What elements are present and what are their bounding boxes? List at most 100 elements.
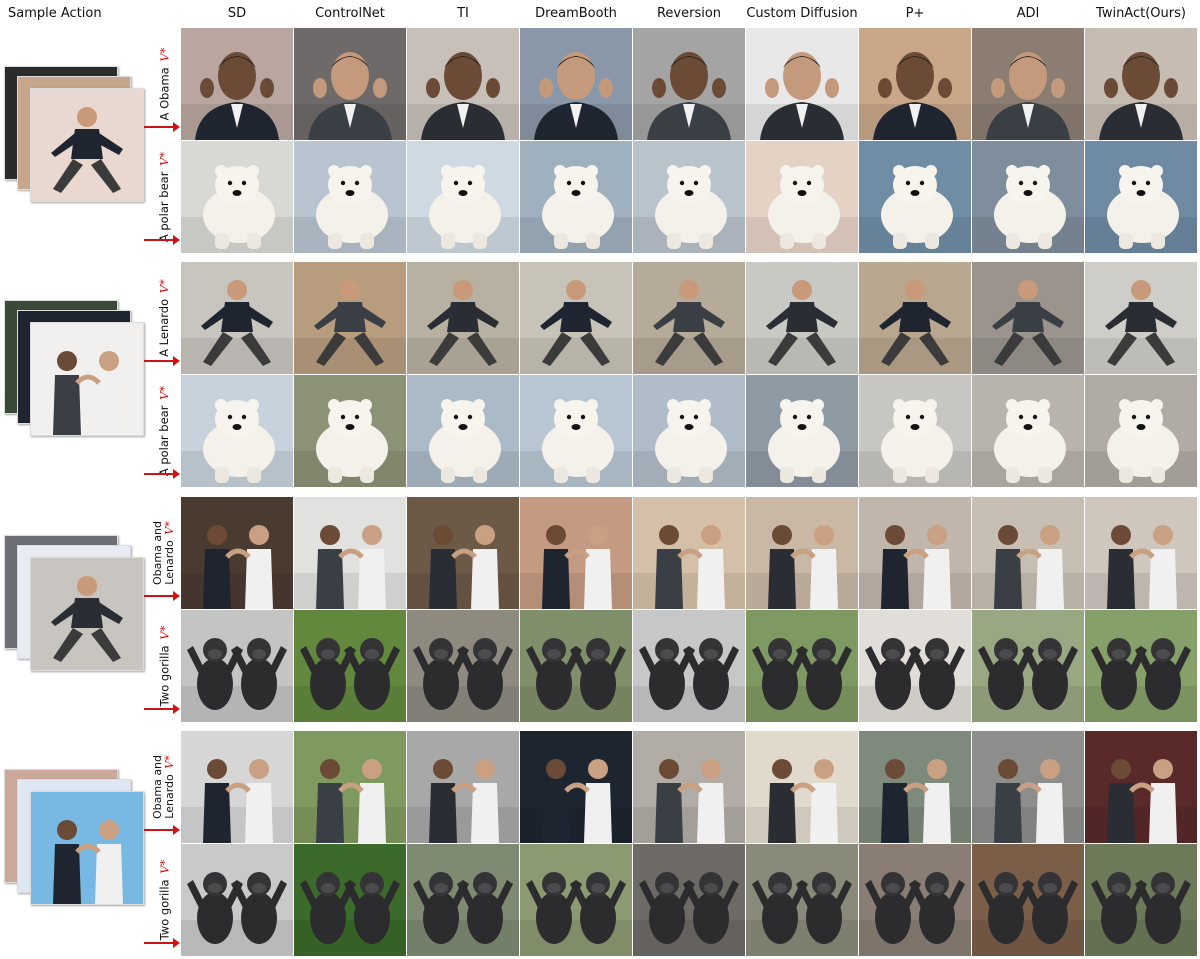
column-header-reversion: Reversion [656,6,722,21]
generated-image-controlnet [294,731,406,843]
generated-image-reversion [633,844,745,956]
generated-image-controlnet [294,262,406,374]
generated-image-adi [972,731,1084,843]
red-arrow-icon [144,825,180,835]
generated-image-reversion [633,610,745,722]
generated-image-adi [972,610,1084,722]
red-arrow-icon [144,591,180,601]
generated-image-dreambooth [520,844,632,956]
generated-image-adi [972,844,1084,956]
generated-image-sd [181,375,293,487]
generated-image-adi [972,375,1084,487]
example-group-3: Obama and Lenardo V* Two gorilla V* [0,497,1200,722]
generated-image-dreambooth [520,28,632,140]
generated-image-sd [181,262,293,374]
generated-image-twinact-ours [1085,731,1197,843]
column-header-adi: ADI [1016,6,1040,21]
generated-image-custom-diffusion [746,610,858,722]
row-prompt-text: A Lenardo [157,295,171,357]
generated-image-custom-diffusion [746,844,858,956]
generated-image-ti [407,375,519,487]
column-header-p-plus: P+ [905,6,925,21]
row-prompt-line-2: Lenardo V* [163,521,176,585]
generated-image-dreambooth [520,141,632,253]
sample-action-photo-stack [4,300,144,490]
generated-image-twinact-ours [1085,844,1197,956]
generated-image-controlnet [294,141,406,253]
red-arrow-icon [144,235,180,245]
generated-image-controlnet [294,375,406,487]
generated-image-custom-diffusion [746,731,858,843]
row-prompt-line-2: Lenardo V* [163,755,176,819]
generated-image-twinact-ours [1085,610,1197,722]
generated-image-adi [972,141,1084,253]
generated-image-dreambooth [520,262,632,374]
generated-image-p [859,497,971,609]
generated-image-adi [972,28,1084,140]
generated-image-dreambooth [520,497,632,609]
generated-image-sd [181,731,293,843]
generated-image-custom-diffusion [746,141,858,253]
token-marker: V* [157,859,172,874]
sample-action-photo [30,557,144,671]
row-prompt-text: A Obama [157,63,172,121]
generated-image-twinact-ours [1085,262,1197,374]
token-marker: V* [157,47,172,62]
generated-image-adi [972,262,1084,374]
sample-action-photo-stack [4,66,144,256]
token-marker: V* [157,385,172,400]
generated-image-p [859,375,971,487]
generated-image-sd [181,497,293,609]
column-header-ti: TI [457,6,469,21]
generated-image-p [859,844,971,956]
generated-image-controlnet [294,610,406,722]
generated-image-reversion [633,375,745,487]
generated-image-p [859,610,971,722]
generated-image-dreambooth [520,375,632,487]
example-group-2: A Lenardo V* A polar bear V* [0,262,1200,487]
red-arrow-icon [144,704,180,714]
generated-image-custom-diffusion [746,28,858,140]
token-marker: V* [157,151,172,166]
column-header-sd: SD [227,6,247,21]
generated-image-dreambooth [520,731,632,843]
column-header-twinact: TwinAct(Ours) [1096,6,1186,21]
generated-image-p [859,28,971,140]
row-prompt-text: Two gorilla [157,875,172,941]
generated-image-ti [407,610,519,722]
token-marker: V* [157,279,171,294]
generated-image-p [859,262,971,374]
generated-image-ti [407,497,519,609]
sample-action-photo [30,322,144,436]
generated-image-ti [407,262,519,374]
sample-action-photo-stack [4,535,144,725]
row-prompt-text: A polar bear [157,167,172,243]
generated-image-sd [181,28,293,140]
generated-image-controlnet [294,28,406,140]
generated-image-p [859,731,971,843]
generated-image-controlnet [294,844,406,956]
generated-image-ti [407,844,519,956]
token-marker: V* [157,625,172,640]
generated-image-ti [407,731,519,843]
row-prompt-text: Two gorilla [157,641,172,707]
column-header-controlnet: ControlNet [315,6,385,21]
generated-image-ti [407,28,519,140]
generated-image-reversion [633,731,745,843]
generated-image-custom-diffusion [746,497,858,609]
generated-image-custom-diffusion [746,262,858,374]
generated-image-twinact-ours [1085,28,1197,140]
generated-image-twinact-ours [1085,141,1197,253]
token-marker: V* [163,755,176,769]
column-header-row: Sample Action SD ControlNet TI DreamBoot… [0,6,1200,26]
sample-action-photo [30,88,144,202]
row-prompt-text: A polar bear [157,401,172,477]
generated-image-twinact-ours [1085,375,1197,487]
red-arrow-icon [144,469,180,479]
column-header-custom-diffusion: Custom Diffusion [746,6,858,21]
red-arrow-icon [144,356,180,366]
generated-image-sd [181,844,293,956]
generated-image-sd [181,141,293,253]
generated-image-controlnet [294,497,406,609]
generated-image-adi [972,497,1084,609]
